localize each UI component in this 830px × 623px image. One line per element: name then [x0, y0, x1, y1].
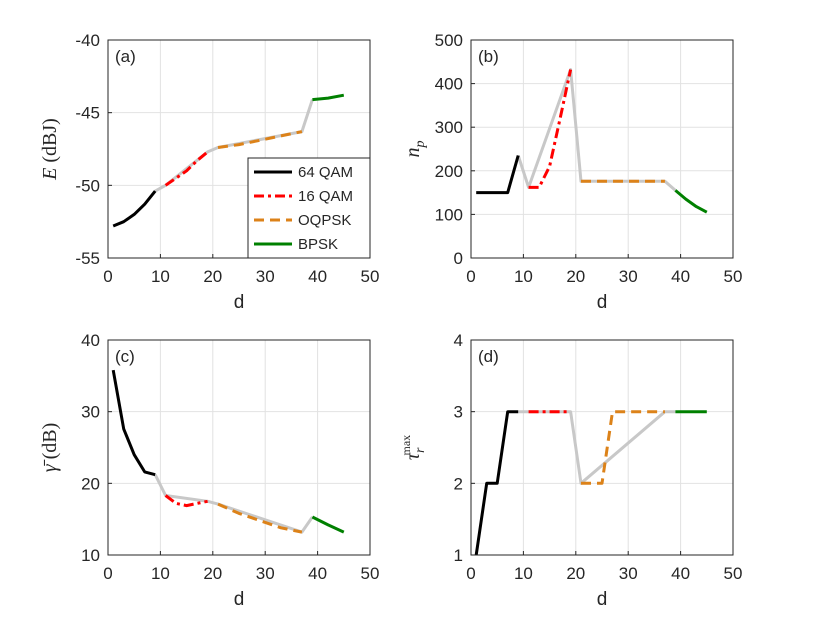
y-tick-label: -50	[75, 176, 100, 195]
panel-tag: (c)	[115, 347, 135, 366]
y-axis-label: γ̄(dB)	[39, 423, 61, 473]
legend-label-0: 64 QAM	[298, 164, 353, 181]
x-tick-label: 40	[308, 267, 327, 286]
y-axis-label: np	[402, 141, 428, 158]
x-tick-label: 0	[103, 267, 112, 286]
y-axis-subscript: p	[413, 141, 428, 149]
y-tick-label: 500	[435, 31, 463, 50]
axes-box	[470, 39, 734, 259]
y-tick-label: 4	[454, 331, 463, 350]
legend-box	[247, 157, 371, 259]
x-tick-label: 40	[671, 564, 690, 583]
panel-tag: (a)	[115, 47, 136, 66]
x-tick-label: 10	[514, 267, 533, 286]
panel-0: 0 10 20 30 40 50 -40 -45 -50 -55 d E (dBJ) (a)	[39, 31, 379, 313]
y-tick-label: -55	[75, 249, 100, 268]
series-transition	[516, 68, 677, 192]
legend-label-1: 16 QAM	[298, 188, 353, 205]
x-tick-label: 10	[151, 267, 170, 286]
series-oqpsk	[217, 130, 303, 149]
series-64-qam	[112, 190, 157, 228]
x-tick-label: 0	[466, 564, 475, 583]
y-axis-subscript: r	[413, 447, 428, 453]
x-tick-label: 10	[151, 564, 170, 583]
y-axis-symbol: γ̄	[39, 459, 61, 472]
x-tick-label: 20	[203, 564, 222, 583]
x-tick-label: 0	[103, 564, 112, 583]
series-64-qam	[476, 155, 520, 195]
y-tick-label: 400	[435, 75, 463, 94]
x-tick-label: 50	[724, 267, 743, 286]
series-16-qam	[164, 150, 209, 187]
series-64-qam	[111, 369, 156, 477]
x-tick-label: 10	[514, 564, 533, 583]
y-axis-unit: (dBJ)	[39, 118, 61, 162]
axes-box	[107, 339, 371, 556]
y-axis-symbol: n	[402, 148, 424, 158]
x-tick-label: 30	[619, 564, 638, 583]
panel-tag: (b)	[478, 47, 499, 66]
y-tick-label: 20	[81, 474, 100, 493]
y-tick-label: 2	[454, 474, 463, 493]
series-bpsk	[674, 189, 708, 214]
y-axis-superscript: max	[399, 435, 413, 456]
series-16-qam	[164, 494, 208, 508]
series-64-qam	[474, 410, 519, 556]
y-axis-label: τrmax	[399, 435, 428, 460]
y-tick-label: -45	[75, 104, 100, 123]
y-axis-unit: (dB)	[39, 423, 61, 460]
series-16-qam	[528, 69, 573, 189]
y-tick-label: 10	[81, 546, 100, 565]
x-axis-label: d	[597, 589, 608, 610]
x-tick-label: 50	[724, 564, 743, 583]
x-tick-label: 30	[619, 267, 638, 286]
legend-label-2: OQPSK	[298, 212, 351, 229]
panel-1: 0 10 20 30 40 50 500 400 300 200 100 0 d np (b)	[402, 31, 742, 313]
series-bpsk	[312, 93, 345, 102]
panel-tag: (d)	[478, 347, 499, 366]
axes-box	[107, 39, 371, 259]
axes-box	[470, 339, 734, 556]
x-tick-label: 50	[361, 564, 380, 583]
series-transition	[153, 474, 314, 534]
x-tick-label: 30	[256, 564, 275, 583]
x-tick-label: 20	[203, 267, 222, 286]
x-axis-label: d	[234, 589, 245, 610]
y-tick-label: 200	[435, 162, 463, 181]
y-tick-label: 1	[454, 546, 463, 565]
y-tick-label: 40	[81, 331, 100, 350]
legend: 64 QAM 16 QAM OQPSK BPSK	[247, 157, 371, 259]
y-tick-label: 0	[454, 249, 463, 268]
series-transition	[154, 99, 314, 193]
x-axis-label: d	[597, 292, 608, 313]
y-tick-label: 300	[435, 118, 463, 137]
y-axis-symbol: τ	[402, 452, 424, 460]
x-tick-label: 0	[466, 267, 475, 286]
y-axis-symbol: E	[39, 168, 61, 181]
y-tick-label: 3	[454, 403, 463, 422]
x-tick-label: 40	[308, 564, 327, 583]
series-transition	[518, 410, 676, 485]
x-tick-label: 50	[361, 267, 380, 286]
y-tick-label: -40	[75, 31, 100, 50]
x-tick-label: 30	[256, 267, 275, 286]
legend-label-3: BPSK	[298, 236, 338, 253]
y-tick-label: 30	[81, 403, 100, 422]
panel-3: 0 10 20 30 40 50 4 3 2 1 d τrmax (d)	[399, 331, 742, 610]
x-tick-label: 20	[566, 564, 585, 583]
series-oqpsk	[581, 410, 665, 485]
x-tick-label: 40	[671, 267, 690, 286]
series-bpsk	[311, 515, 345, 534]
x-axis-label: d	[234, 292, 245, 313]
x-tick-label: 20	[566, 267, 585, 286]
y-tick-label: 100	[435, 205, 463, 224]
y-axis-label: E (dBJ)	[39, 118, 61, 181]
